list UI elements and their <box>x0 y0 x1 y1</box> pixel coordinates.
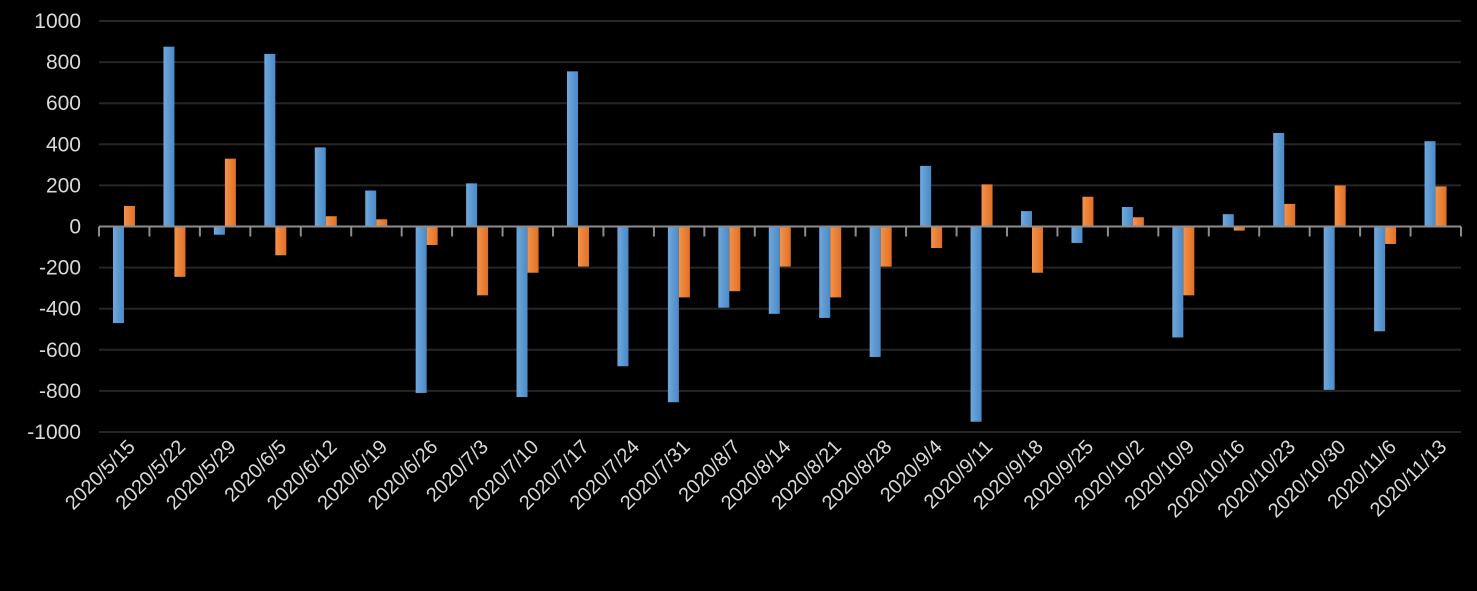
bar-series-2 <box>981 184 993 227</box>
bar-series-1 <box>869 226 881 357</box>
bar-series-2 <box>830 226 842 298</box>
bar-series-1 <box>1323 226 1335 390</box>
bar-series-2 <box>931 226 943 249</box>
bar-series-2 <box>1334 185 1346 227</box>
bar-series-1 <box>1374 226 1386 332</box>
bar-series-2 <box>477 226 489 296</box>
bar-series-2 <box>275 226 287 256</box>
bar-series-1 <box>1222 214 1234 227</box>
bar-series-2 <box>678 226 690 298</box>
bar-series-1 <box>819 226 831 318</box>
bar-series-2 <box>779 226 791 267</box>
bar-series-2 <box>174 226 186 277</box>
bar-series-1 <box>264 53 276 227</box>
bar-series-1 <box>1172 226 1184 338</box>
bar-series-2 <box>224 158 236 227</box>
bar-series-1 <box>768 226 780 314</box>
x-axis-labels: 2020/5/152020/5/222020/5/292020/6/52020/… <box>61 436 1451 522</box>
gridlines <box>99 20 1461 433</box>
bar-series-2 <box>578 226 589 267</box>
bar-series-1 <box>415 226 427 393</box>
bar-series-1 <box>617 226 629 367</box>
y-tick-label: 1000 <box>34 10 81 33</box>
x-axis <box>98 225 1462 237</box>
bar-series-1 <box>1021 211 1032 227</box>
bar-series-2 <box>1385 226 1397 244</box>
bar-series-1 <box>1273 132 1285 227</box>
y-tick-label: -400 <box>39 298 81 321</box>
y-tick-label: 200 <box>46 174 81 197</box>
bars <box>113 46 1447 422</box>
bar-series-2 <box>1082 196 1094 227</box>
y-tick-label: 0 <box>69 216 81 239</box>
bar-series-1 <box>163 46 175 227</box>
bar-series-2 <box>426 226 438 245</box>
bar-series-2 <box>1183 226 1195 296</box>
bar-series-1 <box>1424 141 1436 227</box>
bar-series-1 <box>1121 206 1133 227</box>
bar-series-1 <box>113 226 124 324</box>
y-tick-label: -1000 <box>27 421 81 444</box>
bar-series-1 <box>567 71 578 227</box>
y-tick-label: -800 <box>39 380 81 403</box>
bar-series-2 <box>325 216 337 227</box>
bar-series-1 <box>213 226 225 235</box>
bar-series-1 <box>920 165 932 227</box>
bar-series-2 <box>376 219 388 227</box>
bar-series-1 <box>365 190 377 227</box>
bar-series-1 <box>718 226 730 308</box>
bar-series-1 <box>314 147 326 227</box>
bar-series-2 <box>880 226 892 267</box>
bar-series-2 <box>1132 217 1144 227</box>
y-axis-labels: 1000 800 600 400 200 0 -200 -400 -600 -800 -1000 <box>27 10 81 444</box>
bar-series-2 <box>124 205 135 227</box>
y-tick-label: 800 <box>46 51 81 74</box>
bar-series-2 <box>527 226 539 273</box>
bar-series-2 <box>1233 226 1245 231</box>
bar-series-1 <box>1071 226 1083 243</box>
y-tick-label: 600 <box>46 92 81 115</box>
bar-series-2 <box>729 226 741 292</box>
bar-series-2 <box>1032 226 1043 273</box>
bar-series-2 <box>1284 203 1296 227</box>
bar-series-1 <box>516 226 528 398</box>
y-tick-label: -200 <box>39 257 81 280</box>
bar-series-1 <box>970 226 982 422</box>
y-tick-label: 400 <box>46 133 81 156</box>
bar-series-2 <box>1435 186 1447 227</box>
bar-series-1 <box>667 226 679 403</box>
y-tick-label: -600 <box>39 339 81 362</box>
bar-series-1 <box>466 183 478 227</box>
